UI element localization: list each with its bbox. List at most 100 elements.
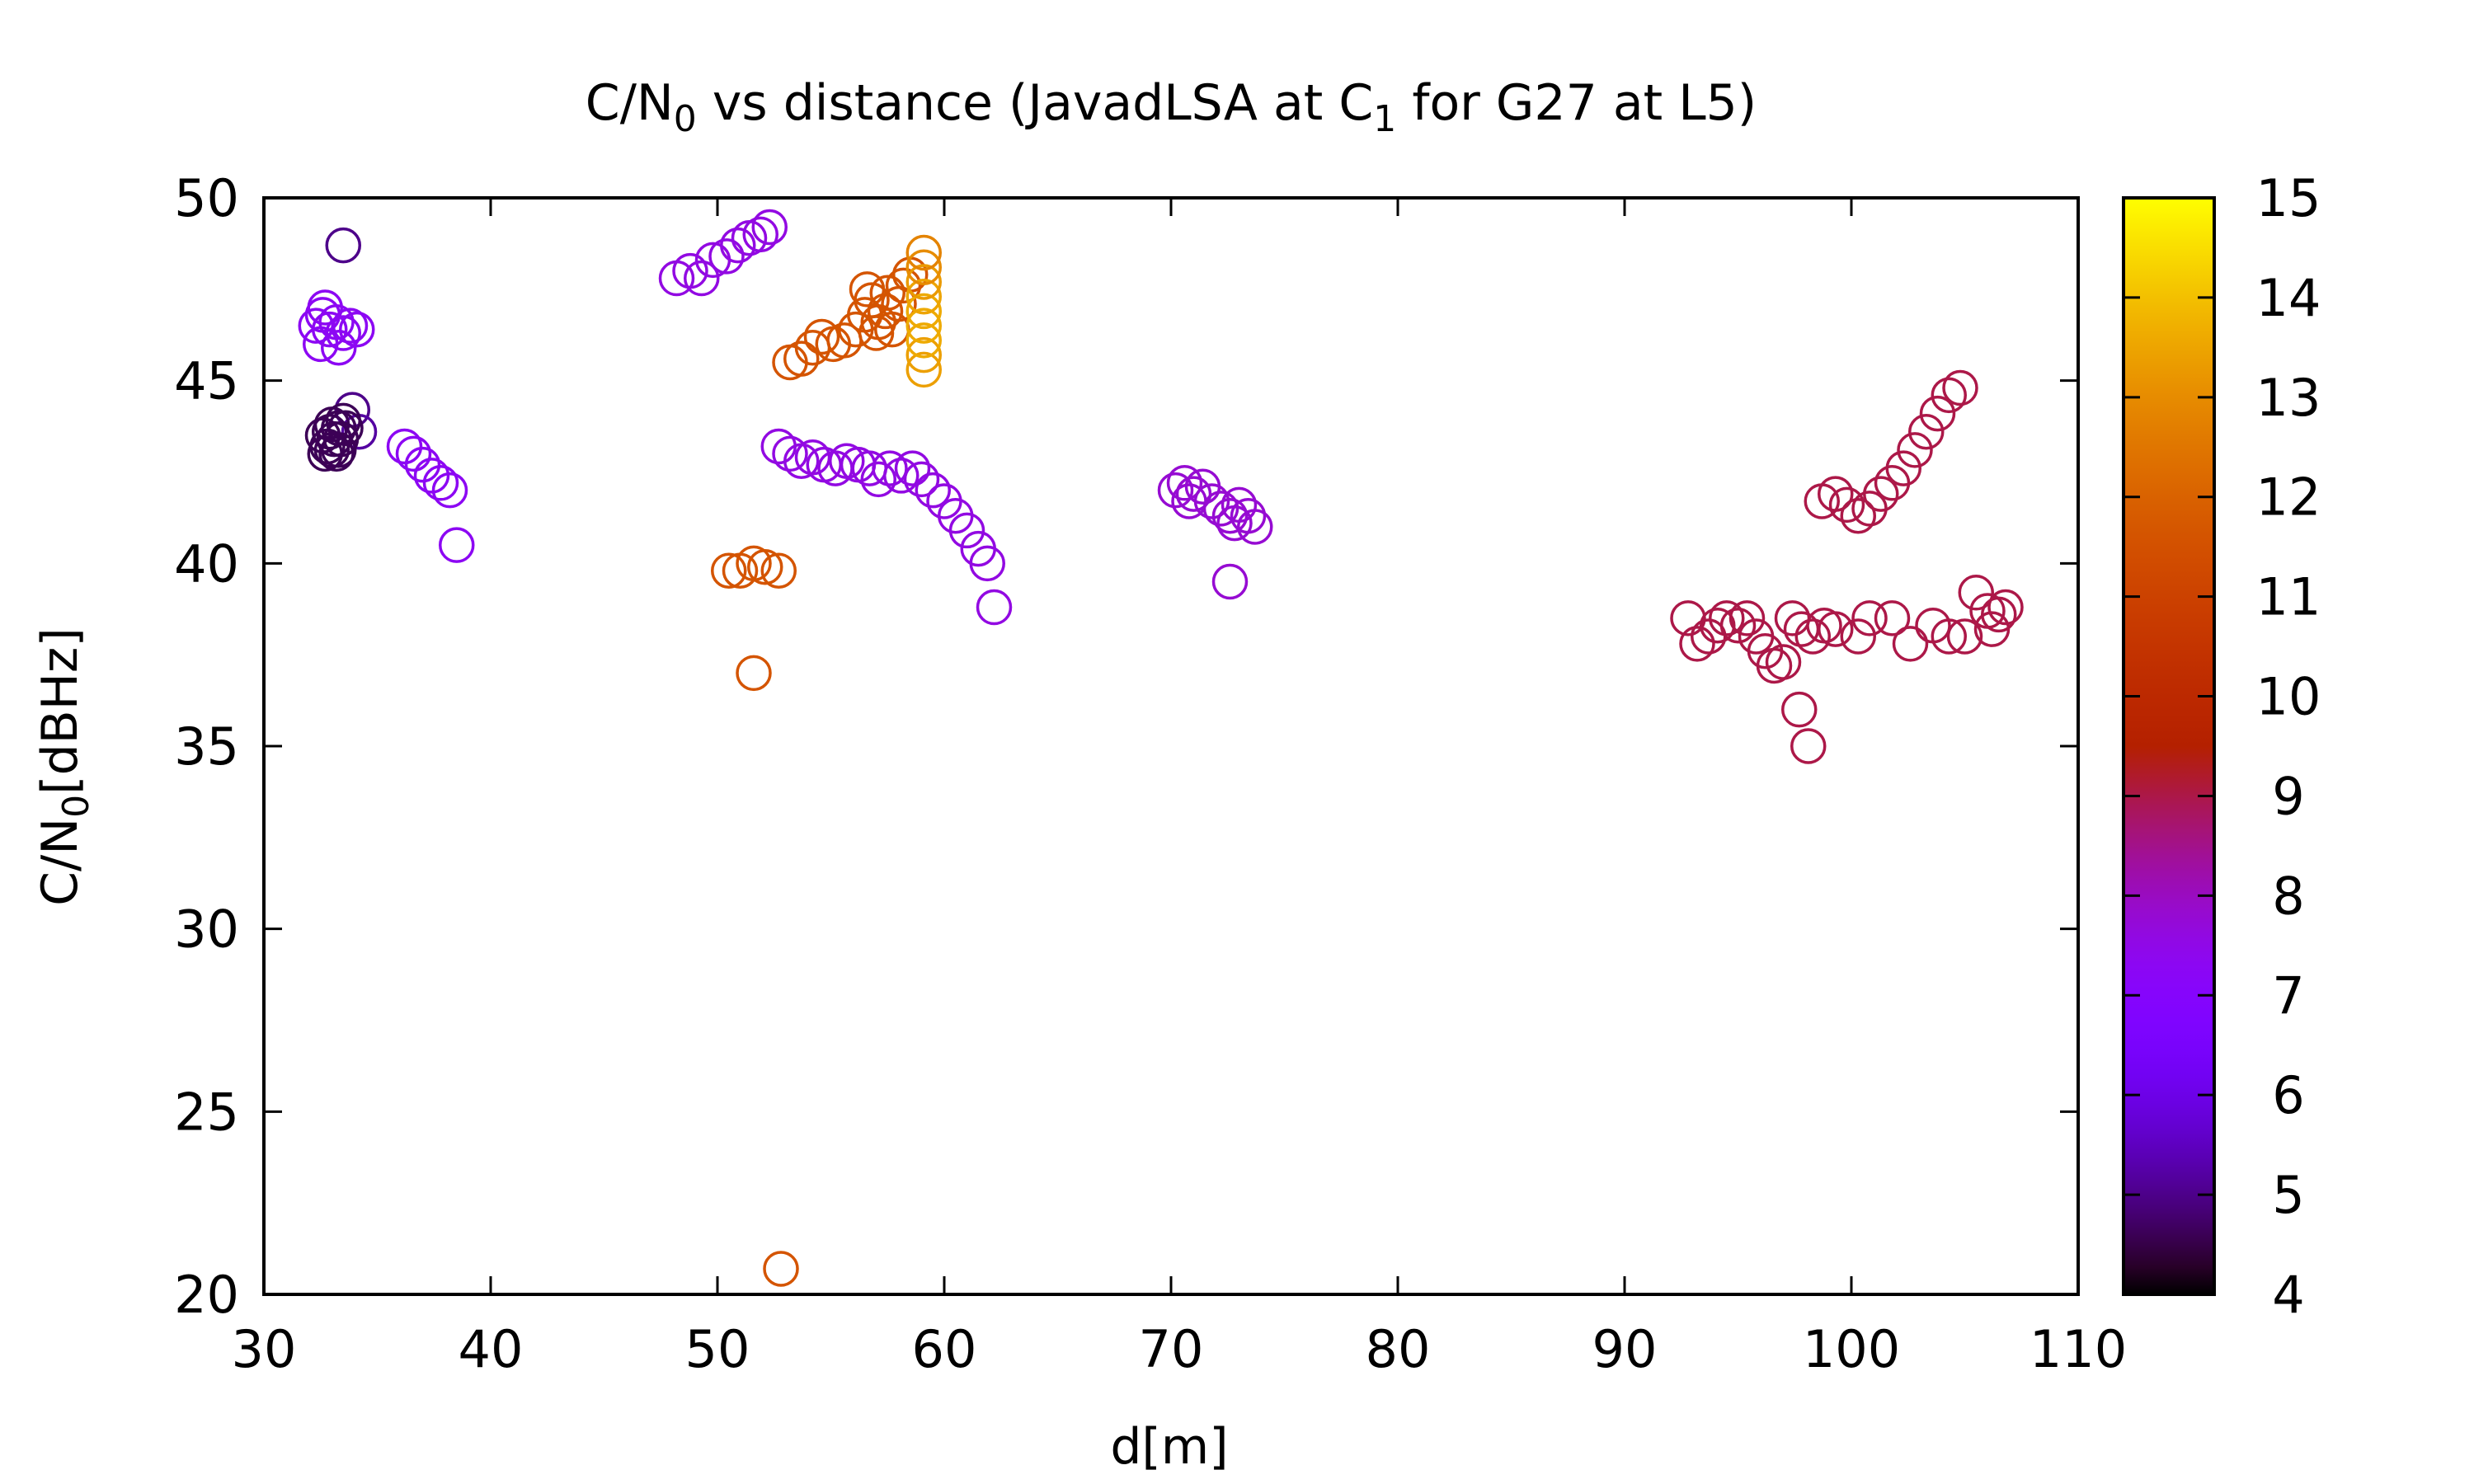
data-point: [1670, 600, 1706, 636]
data-point: [976, 589, 1013, 626]
data-point: [948, 512, 985, 549]
data-point: [386, 428, 423, 465]
data-point: [1946, 618, 1983, 655]
colorbar-tick-label: 7: [2272, 965, 2304, 1026]
data-point: [1237, 509, 1273, 545]
data-point: [1790, 728, 1827, 764]
data-point: [1700, 607, 1736, 644]
title-sub2: 1: [1373, 98, 1396, 140]
colorbar-ticks: 4 5 6 7 8 9 10 11 12 13 14 15: [2124, 168, 2321, 1325]
data-point: [1897, 432, 1933, 468]
data-point: [720, 227, 756, 264]
data-point: [915, 472, 951, 509]
data-point: [422, 465, 459, 501]
data-point: [1729, 600, 1766, 636]
data-point: [307, 289, 343, 326]
data-point: [905, 264, 942, 300]
colorbar-tick-label: 4: [2272, 1265, 2304, 1325]
data-point: [1783, 611, 1820, 647]
x-tick-label: 80: [1366, 1319, 1431, 1379]
data-point: [431, 472, 468, 509]
x-tick-label: 70: [1139, 1319, 1204, 1379]
data-point: [684, 260, 720, 297]
data-point: [905, 336, 942, 373]
title-suffix: for G27 at L5): [1396, 74, 1757, 132]
data-point: [395, 435, 432, 472]
x-tick-label: 100: [1803, 1319, 1900, 1379]
axis-ticks: 30 40 50 60 70 80 90 100 110 20 25 30 35 40 45 50: [174, 168, 2127, 1379]
data-point: [404, 446, 441, 483]
plot-area: [298, 209, 2024, 1287]
data-point: [783, 340, 820, 377]
data-point: [885, 267, 922, 304]
data-point: [1919, 395, 1956, 432]
y-tick-label: 50: [174, 168, 239, 228]
y-tick-label: 45: [174, 351, 239, 411]
data-point: [325, 227, 361, 264]
data-point: [760, 428, 797, 465]
colorbar-tick-label: 9: [2272, 766, 2304, 826]
data-point: [1874, 600, 1911, 636]
chart-title: C/N0 vs distance (JavadLSA at C1 for G27…: [586, 74, 1757, 140]
data-point: [1691, 618, 1727, 655]
data-point: [905, 293, 942, 330]
data-point: [321, 410, 357, 447]
y-tick-label: 35: [174, 716, 239, 777]
y-tick-label: 30: [174, 899, 239, 960]
data-point: [1193, 483, 1230, 519]
data-point: [858, 315, 895, 351]
colorbar-tick-label: 10: [2256, 667, 2321, 727]
y-tick-label: 20: [174, 1265, 239, 1325]
data-point: [1892, 626, 1929, 662]
title-prefix: C/N: [586, 74, 674, 132]
data-points: [298, 209, 2024, 1287]
data-point: [851, 450, 887, 486]
data-point: [321, 330, 357, 366]
data-point: [1211, 497, 1249, 534]
data-point: [1818, 611, 1854, 647]
data-point: [1216, 505, 1253, 542]
data-point: [1931, 377, 1967, 414]
data-point: [1840, 618, 1876, 655]
y-tick-label: 40: [174, 533, 239, 594]
data-point: [1157, 472, 1194, 509]
colorbar-tick-label: 14: [2256, 268, 2321, 328]
y-axis-label: C/N0[dBHz]: [31, 627, 97, 906]
data-point: [1863, 476, 1899, 512]
data-point: [869, 275, 905, 312]
data-point: [803, 318, 840, 355]
data-point: [894, 450, 931, 486]
data-point: [708, 238, 745, 275]
data-point: [905, 249, 942, 285]
data-point: [1851, 600, 1888, 636]
data-point: [772, 435, 808, 472]
data-point: [849, 271, 886, 308]
data-point: [1774, 600, 1811, 636]
data-point: [763, 1251, 799, 1287]
colorbar-tick-label: 5: [2272, 1165, 2304, 1225]
data-point: [872, 450, 908, 486]
colorbar-tick-label: 11: [2256, 567, 2321, 627]
colorbar-tick-label: 12: [2256, 467, 2321, 528]
data-point: [1931, 618, 1967, 655]
data-point: [905, 322, 942, 359]
x-tick-label: 60: [912, 1319, 977, 1379]
data-point: [1942, 369, 1978, 406]
title-sub1: 0: [674, 98, 697, 140]
data-point: [1166, 465, 1203, 501]
data-point: [1908, 413, 1945, 450]
data-point: [313, 432, 350, 468]
ylabel-prefix: C/N: [31, 818, 89, 906]
data-point: [860, 461, 896, 498]
x-tick-label: 110: [2030, 1319, 2127, 1379]
data-point: [1794, 618, 1831, 655]
data-point: [736, 655, 772, 692]
x-tick-label: 30: [232, 1319, 297, 1379]
x-tick-label: 40: [459, 1319, 524, 1379]
data-point: [332, 308, 369, 344]
data-point: [883, 458, 920, 494]
data-point: [413, 458, 450, 494]
ylabel-sub: 0: [55, 795, 97, 818]
data-point: [938, 497, 974, 534]
